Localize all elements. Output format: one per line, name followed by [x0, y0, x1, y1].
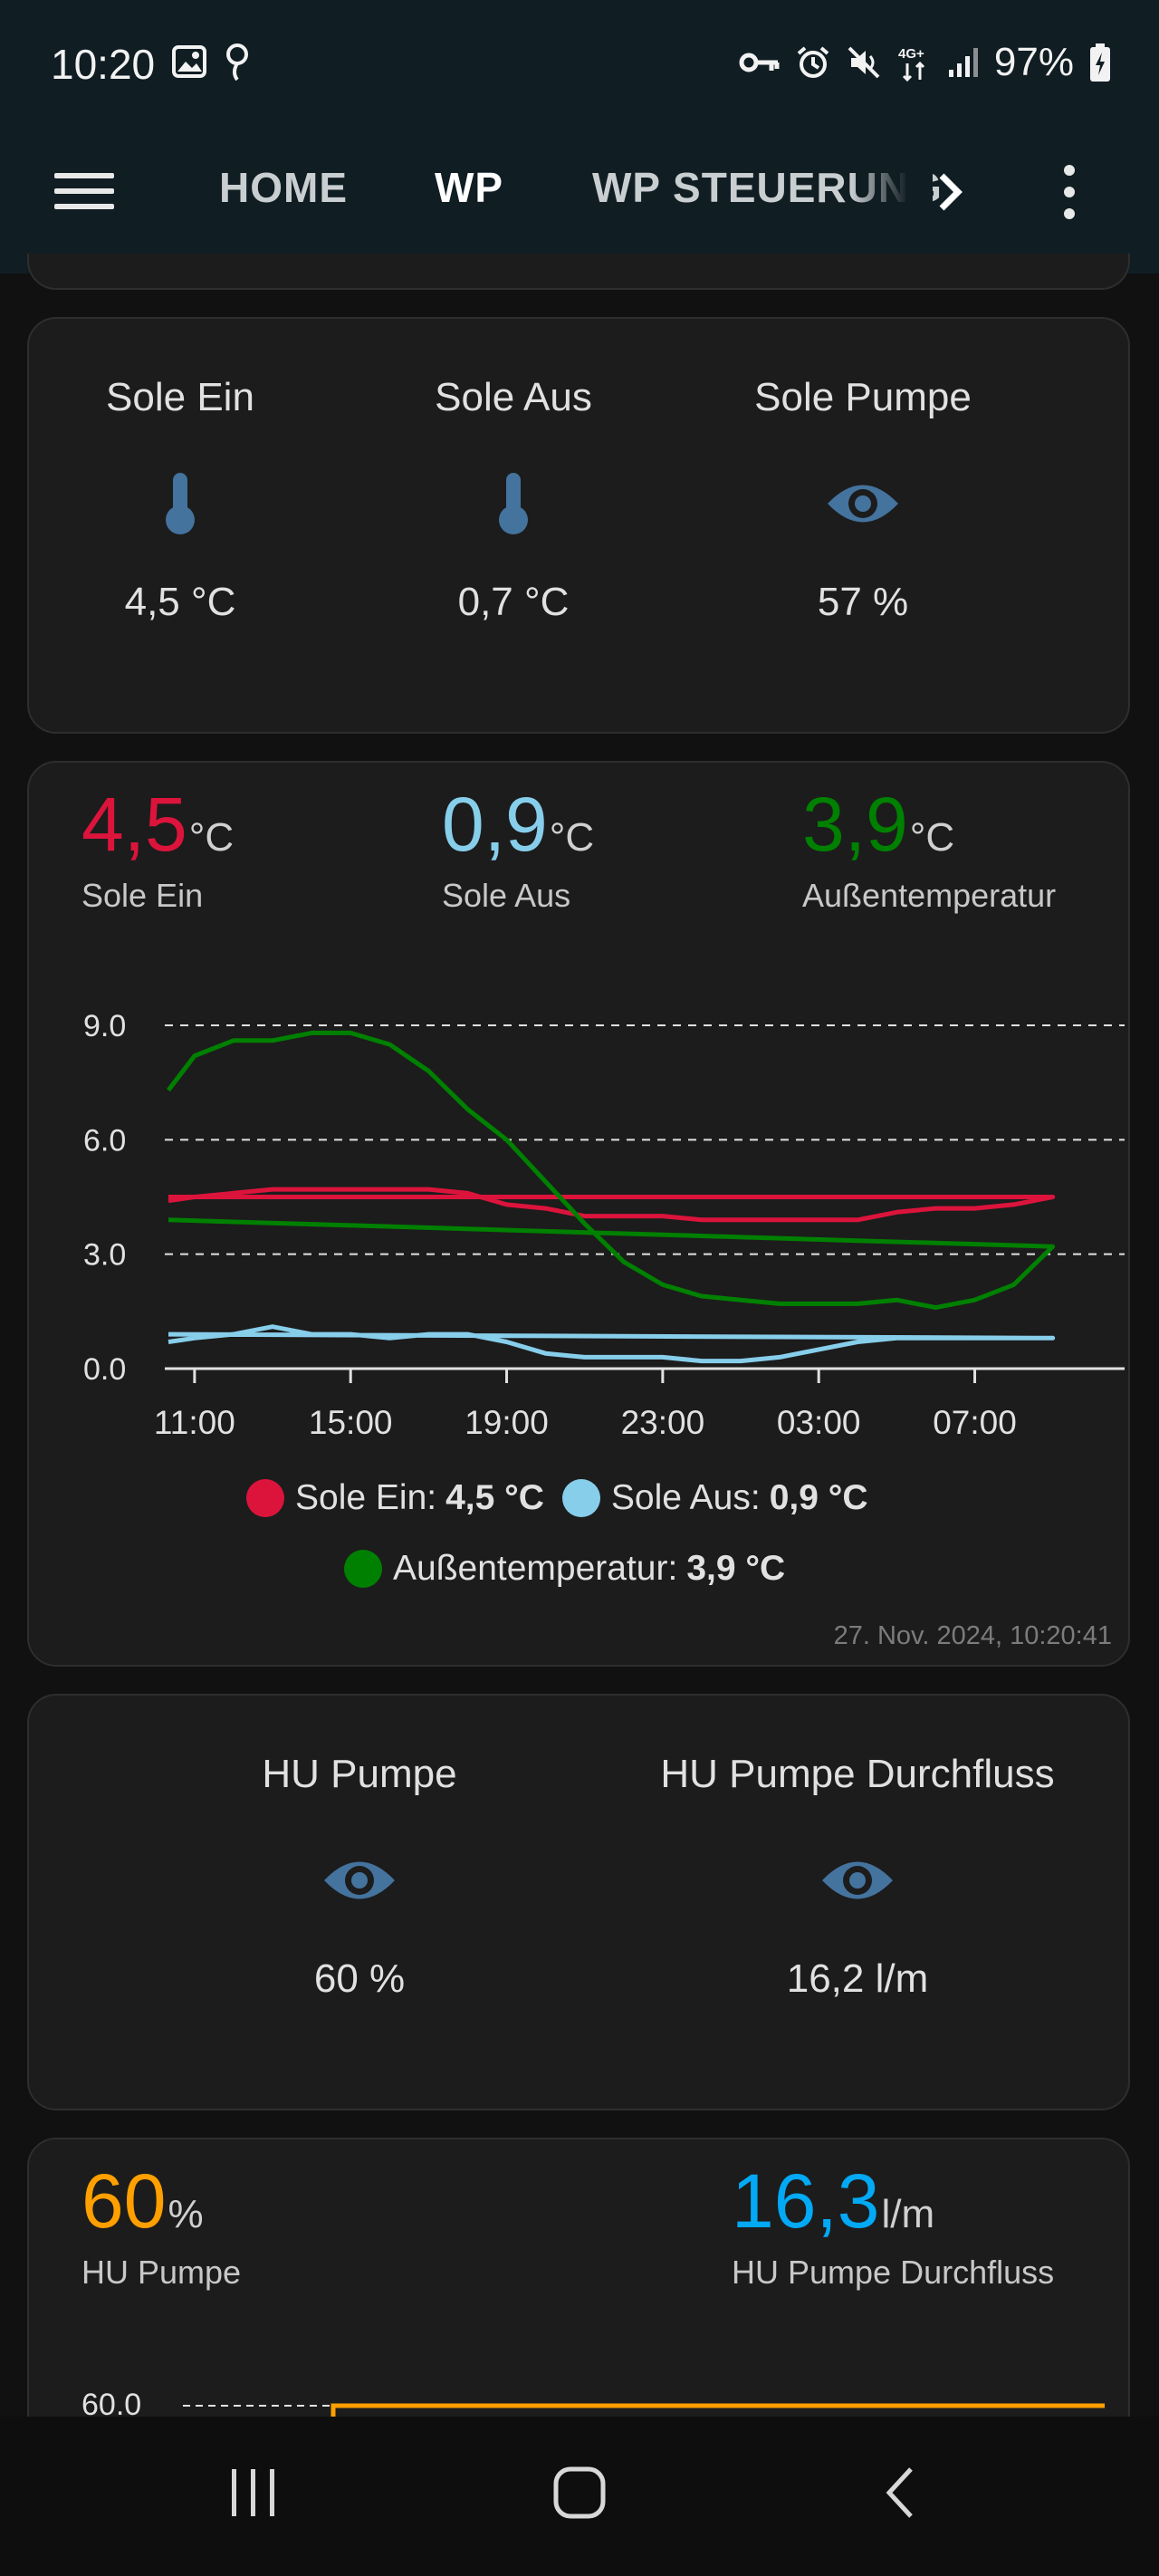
- tab-fade: [851, 147, 933, 246]
- vpn-key-icon: [739, 53, 780, 72]
- graph-timestamp: 27. Nov. 2024, 10:20:41: [833, 1621, 1112, 1650]
- header-aussentemp-label: Außentemperatur: [802, 877, 1057, 914]
- sole-line-chart[interactable]: 0.0 3.0 6.0 9.0 11:00 15:00 19:00 23:00 03:00 07:…: [29, 763, 1128, 1560]
- thermometer-icon: [166, 473, 195, 534]
- unit: °C: [188, 815, 235, 860]
- battery-percent: 97%: [993, 40, 1074, 84]
- eye-icon: [828, 485, 898, 523]
- x-tick-label: 03:00: [777, 1404, 861, 1441]
- y-tick-label: 3.0: [83, 1238, 126, 1273]
- legend-name: Sole Aus:: [610, 1478, 761, 1517]
- header-hu-pumpe-label: HU Pumpe: [81, 2254, 242, 2291]
- mute-icon: [848, 46, 880, 79]
- value: 3,9: [802, 782, 908, 867]
- signal-icon: [948, 48, 978, 77]
- previous-card-bottom: [27, 254, 1130, 290]
- header-sole-aus-label: Sole Aus: [442, 877, 571, 914]
- entity-state: 57 %: [817, 580, 909, 624]
- status-left-icons: [172, 42, 252, 82]
- network-4g-icon: 4G+: [898, 46, 924, 82]
- entity-sole-ein[interactable]: Sole Ein 4,5 °C: [85, 375, 275, 625]
- entity-state: 60 %: [313, 1956, 406, 2001]
- back-icon[interactable]: [878, 2464, 924, 2522]
- sole-aus-series-line: [168, 1324, 1056, 1364]
- x-tick-label: 23:00: [621, 1404, 705, 1441]
- y-tick-label: 9.0: [83, 1009, 126, 1043]
- x-tick-label: 07:00: [933, 1404, 1017, 1441]
- sole-ein-series-line: [168, 1187, 1056, 1223]
- sole-history-graph-card[interactable]: 4,5°C Sole Ein 0,9°C Sole Aus 3,9°C Auße…: [27, 761, 1130, 1667]
- tab-home[interactable]: HOME: [219, 164, 348, 211]
- entity-name: HU Pumpe: [262, 1752, 457, 1796]
- entity-name: Sole Ein: [106, 375, 254, 419]
- entity-sole-pumpe[interactable]: Sole Pumpe 57 %: [741, 375, 985, 625]
- legend-value: 0,9 °C: [769, 1478, 868, 1517]
- status-time: 10:20: [51, 41, 156, 88]
- entity-state: 0,7 °C: [457, 580, 570, 624]
- entity-sole-aus[interactable]: Sole Aus 0,7 °C: [418, 375, 608, 625]
- legend-row-2: Außentemperatur: 3,9 °C: [344, 1549, 803, 1589]
- header-hu-durchfluss-value: 16,3l/m: [732, 2158, 934, 2245]
- app-bar: HOME WP WP STEUERUNG: [0, 129, 1159, 274]
- entity-state: 4,5 °C: [124, 580, 236, 624]
- legend-item-aussentemp[interactable]: Außentemperatur: 3,9 °C: [344, 1549, 785, 1589]
- unit: °C: [549, 815, 595, 860]
- alarm-icon: [797, 46, 829, 78]
- x-tick-label: 19:00: [465, 1404, 549, 1441]
- status-right-icons: 4G+ 97%: [739, 40, 1112, 85]
- legend-item-sole-aus[interactable]: Sole Aus: 0,9 °C: [561, 1478, 868, 1518]
- header-aussentemp-value: 3,9°C: [802, 781, 954, 869]
- unit: °C: [909, 815, 955, 860]
- y-tick-label: 60.0: [81, 2388, 141, 2422]
- menu-icon[interactable]: [54, 159, 118, 223]
- eye-icon: [822, 1861, 893, 1899]
- header-sole-ein-value: 4,5°C: [81, 781, 234, 869]
- overflow-menu-icon[interactable]: [1052, 158, 1087, 226]
- x-tick-label: 15:00: [309, 1404, 393, 1441]
- entity-hu-pumpe[interactable]: HU Pumpe 60 %: [210, 1752, 509, 2002]
- image-icon: [172, 45, 206, 78]
- chevron-right-icon[interactable]: [933, 165, 969, 219]
- unit: %: [168, 2192, 204, 2236]
- tab-wp[interactable]: WP: [435, 164, 504, 211]
- entity-state: 16,2 l/m: [786, 1956, 929, 2001]
- legend-row-1: Sole Ein: 4,5 °C Sole Aus: 0,9 °C: [246, 1478, 886, 1518]
- value: 0,9: [442, 782, 548, 867]
- header-hu-pumpe-value: 60%: [81, 2158, 204, 2245]
- sole-entities-card: Sole Ein 4,5 °C Sole Aus 0,7 °C Sole Pum…: [27, 317, 1130, 734]
- home-icon[interactable]: [551, 2464, 608, 2522]
- entity-hu-pumpe-durchfluss[interactable]: HU Pumpe Durchfluss 16,2 l/m: [599, 1752, 1116, 2002]
- entity-name: Sole Pumpe: [754, 375, 972, 419]
- system-navigation-bar: [0, 2417, 1159, 2576]
- unit: l/m: [881, 2192, 935, 2236]
- legend-name: Außentemperatur:: [393, 1549, 678, 1588]
- y-tick-label: 0.0: [83, 1352, 126, 1387]
- status-bar: 10:20 4G+: [0, 0, 1159, 129]
- hu-entities-card: HU Pumpe 60 % HU Pumpe Durchfluss 16,2 l…: [27, 1694, 1130, 2110]
- value: 4,5: [81, 782, 187, 867]
- thermometer-icon: [499, 473, 528, 534]
- network-label: 4G+: [898, 46, 924, 62]
- y-tick-label: 6.0: [83, 1123, 126, 1158]
- battery-charging-icon: [1090, 43, 1110, 82]
- legend-name: Sole Ein:: [295, 1478, 437, 1517]
- aussentemperatur-series-line: [167, 1030, 1056, 1311]
- value: 60: [81, 2158, 167, 2244]
- eye-icon: [324, 1861, 395, 1899]
- recent-apps-icon[interactable]: [226, 2464, 281, 2522]
- x-tick-label: 11:00: [154, 1404, 235, 1441]
- legend-value: 3,9 °C: [686, 1549, 786, 1588]
- entity-name: HU Pumpe Durchfluss: [660, 1752, 1055, 1796]
- value: 16,3: [732, 2158, 880, 2244]
- location-icon: [226, 43, 248, 82]
- header-sole-ein-label: Sole Ein: [81, 877, 204, 914]
- hu-line-chart[interactable]: 60.0: [29, 2139, 1128, 2429]
- legend-value: 4,5 °C: [445, 1478, 544, 1517]
- header-sole-aus-value: 0,9°C: [442, 781, 594, 869]
- legend-item-sole-ein[interactable]: Sole Ein: 4,5 °C: [246, 1478, 544, 1518]
- header-hu-durchfluss-label: HU Pumpe Durchfluss: [732, 2254, 1055, 2291]
- entity-name: Sole Aus: [435, 375, 592, 419]
